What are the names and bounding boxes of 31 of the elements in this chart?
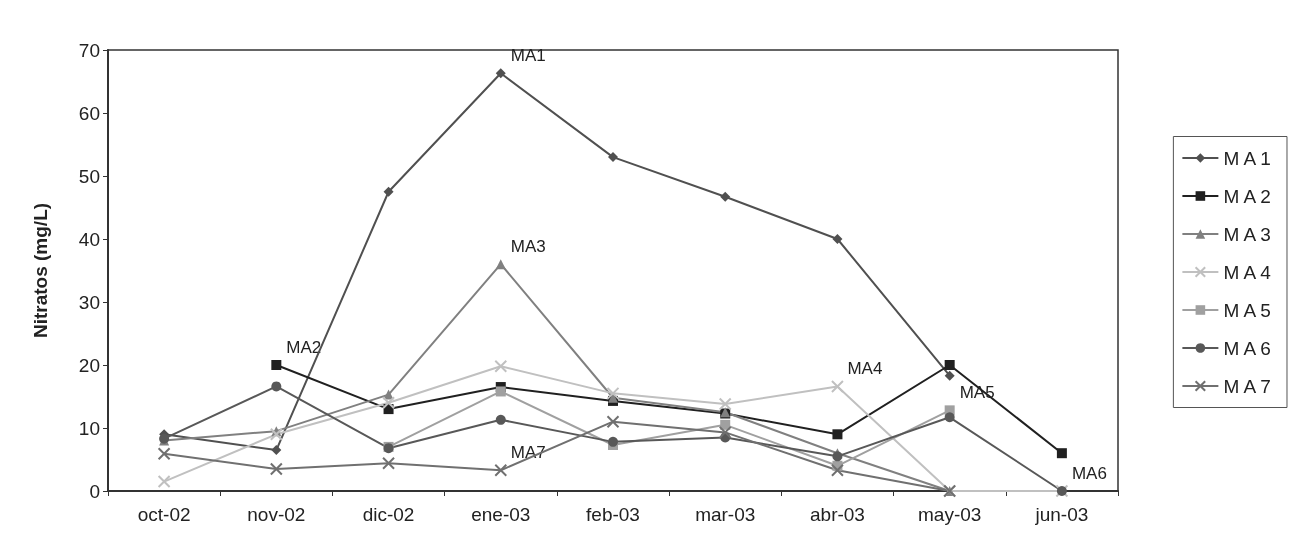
annotation: MA7 <box>510 443 546 463</box>
legend-label: M A 3 <box>1223 223 1271 245</box>
y-tick-label: 70 <box>78 39 100 61</box>
y-tick-label: 60 <box>78 102 100 124</box>
x-tick-label: nov-02 <box>247 504 306 525</box>
x-tick-label: may-03 <box>917 504 982 525</box>
x-tick-label: abr-03 <box>809 504 865 525</box>
annotation: MA6 <box>1071 464 1107 483</box>
x-tick-label: feb-03 <box>586 504 640 525</box>
y-axis-title: Nitratos (mg/L) <box>30 202 51 339</box>
x-tick-label: jun-03 <box>1034 504 1089 525</box>
y-tick-label: 20 <box>78 354 100 376</box>
annotation: MA2 <box>286 338 322 357</box>
legend-label: M A 7 <box>1223 375 1271 397</box>
legend-label: M A 2 <box>1223 185 1271 207</box>
x-tick-label: dic-02 <box>362 504 415 525</box>
annotation: MA4 <box>847 359 883 379</box>
x-tick-label: ene-03 <box>471 504 531 525</box>
annotation: MA3 <box>510 237 546 257</box>
y-tick-label: 10 <box>78 417 100 439</box>
y-tick-label: 50 <box>78 165 100 187</box>
x-tick-label: mar-03 <box>695 504 756 525</box>
legend-label: M A 5 <box>1223 299 1271 321</box>
y-tick-label: 0 <box>89 480 100 502</box>
x-tick-label: oct-02 <box>137 504 191 525</box>
legend-label: M A 4 <box>1223 261 1272 283</box>
annotation: MA1 <box>510 46 546 66</box>
legend-label: M A 1 <box>1223 147 1271 169</box>
legend-label: M A 6 <box>1223 337 1271 359</box>
y-tick-label: 40 <box>78 228 100 250</box>
y-tick-label: 30 <box>78 291 100 313</box>
